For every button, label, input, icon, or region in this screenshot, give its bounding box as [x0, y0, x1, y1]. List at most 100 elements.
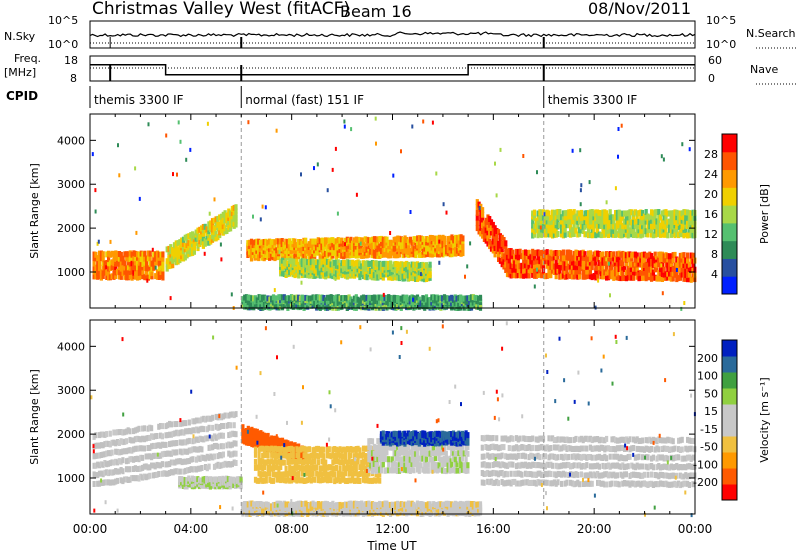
- data-cell: [103, 269, 107, 276]
- data-cell: [543, 273, 547, 280]
- data-cell: [232, 204, 236, 211]
- data-cell: [320, 446, 324, 453]
- data-cell: [662, 157, 665, 162]
- data-cell: [198, 465, 202, 472]
- data-cell: [318, 253, 322, 260]
- data-cell: [296, 239, 301, 245]
- data-cell: [322, 295, 326, 301]
- data-cell: [99, 479, 103, 486]
- data-cell: [579, 254, 583, 261]
- data-cell: [623, 266, 627, 272]
- data-cell: [659, 275, 663, 282]
- data-cell: [423, 245, 427, 252]
- data-cell: [684, 227, 688, 233]
- data-cell: [460, 295, 465, 302]
- data-cell: [601, 214, 605, 221]
- data-cell: [630, 269, 634, 276]
- data-cell: [560, 227, 564, 234]
- data-cell: [388, 263, 393, 270]
- data-cells: [90, 321, 697, 518]
- data-cell: [169, 431, 173, 438]
- data-cell: [408, 298, 412, 305]
- data-cell: [227, 223, 231, 230]
- data-cell: [115, 468, 120, 475]
- data-cell: [191, 235, 195, 242]
- data-cell: [119, 270, 123, 277]
- data-cell: [200, 233, 204, 239]
- data-cell: [388, 270, 393, 276]
- data-cell: [349, 260, 353, 266]
- data-cell: [689, 214, 693, 221]
- data-cell: [169, 255, 173, 262]
- data-cell: [280, 437, 285, 444]
- data-cell: [677, 214, 681, 221]
- data-cell: [419, 462, 423, 469]
- data-cell: [345, 249, 349, 256]
- data-cell: [345, 243, 349, 250]
- data-cell: [387, 252, 391, 259]
- data-cell: [349, 446, 353, 452]
- data-cell: [459, 444, 463, 451]
- data-cell: [94, 442, 98, 449]
- data-cell: [382, 292, 385, 297]
- data-cell: [358, 298, 362, 304]
- data-cell: [525, 267, 529, 274]
- data-cell: [126, 268, 131, 275]
- data-cell: [574, 268, 578, 275]
- data-cell: [178, 242, 182, 249]
- data-cell: [630, 231, 634, 238]
- data-cell: [595, 213, 598, 218]
- data-cell: [137, 436, 141, 443]
- data-cell: [653, 251, 657, 258]
- data-cell: [399, 236, 404, 243]
- data-cell: [689, 219, 693, 226]
- data-cell: [545, 262, 549, 269]
- data-cell: [569, 231, 573, 238]
- data-cell: [531, 213, 535, 220]
- data-cell: [253, 295, 258, 302]
- data-cell: [313, 166, 315, 171]
- data-cell: [615, 209, 619, 216]
- data-cell: [266, 432, 270, 439]
- data-cell: [437, 455, 441, 462]
- data-cell: [178, 250, 182, 257]
- data-cell: [97, 462, 102, 469]
- data-cell: [121, 270, 125, 277]
- data-cell: [440, 252, 443, 257]
- data-cell: [302, 253, 306, 260]
- data-cell: [205, 226, 209, 233]
- data-cell: [307, 470, 312, 477]
- data-cell: [660, 219, 664, 226]
- data-cell: [273, 445, 277, 452]
- data-cell: [315, 270, 319, 277]
- data-cell: [385, 271, 389, 278]
- data-cell: [227, 441, 231, 448]
- data-cell: [433, 430, 438, 437]
- data-cell: [227, 432, 231, 439]
- data-cell: [210, 218, 215, 225]
- data-cell: [401, 294, 405, 301]
- data-cell: [612, 274, 616, 281]
- data-cell: [123, 260, 127, 267]
- data-cell: [148, 434, 152, 441]
- data-cell: [381, 430, 385, 437]
- data-cell: [193, 418, 197, 425]
- data-cell: [513, 257, 517, 264]
- data-cell: [128, 466, 132, 473]
- data-cell: [324, 476, 328, 483]
- data-cell: [271, 239, 275, 246]
- data-cell: [678, 231, 682, 238]
- data-cell: [159, 264, 163, 271]
- data-cell: [531, 248, 535, 255]
- data-cell: [110, 449, 114, 456]
- data-cell: [531, 254, 535, 261]
- data-cell: [426, 450, 430, 457]
- data-cell: [232, 430, 236, 437]
- data-cell: [298, 264, 303, 270]
- data-cell: [372, 236, 376, 243]
- data-cell: [394, 266, 398, 273]
- data-cell: [349, 477, 353, 484]
- data-cell: [173, 459, 177, 466]
- data-cell: [662, 257, 666, 263]
- data-cell: [141, 464, 145, 471]
